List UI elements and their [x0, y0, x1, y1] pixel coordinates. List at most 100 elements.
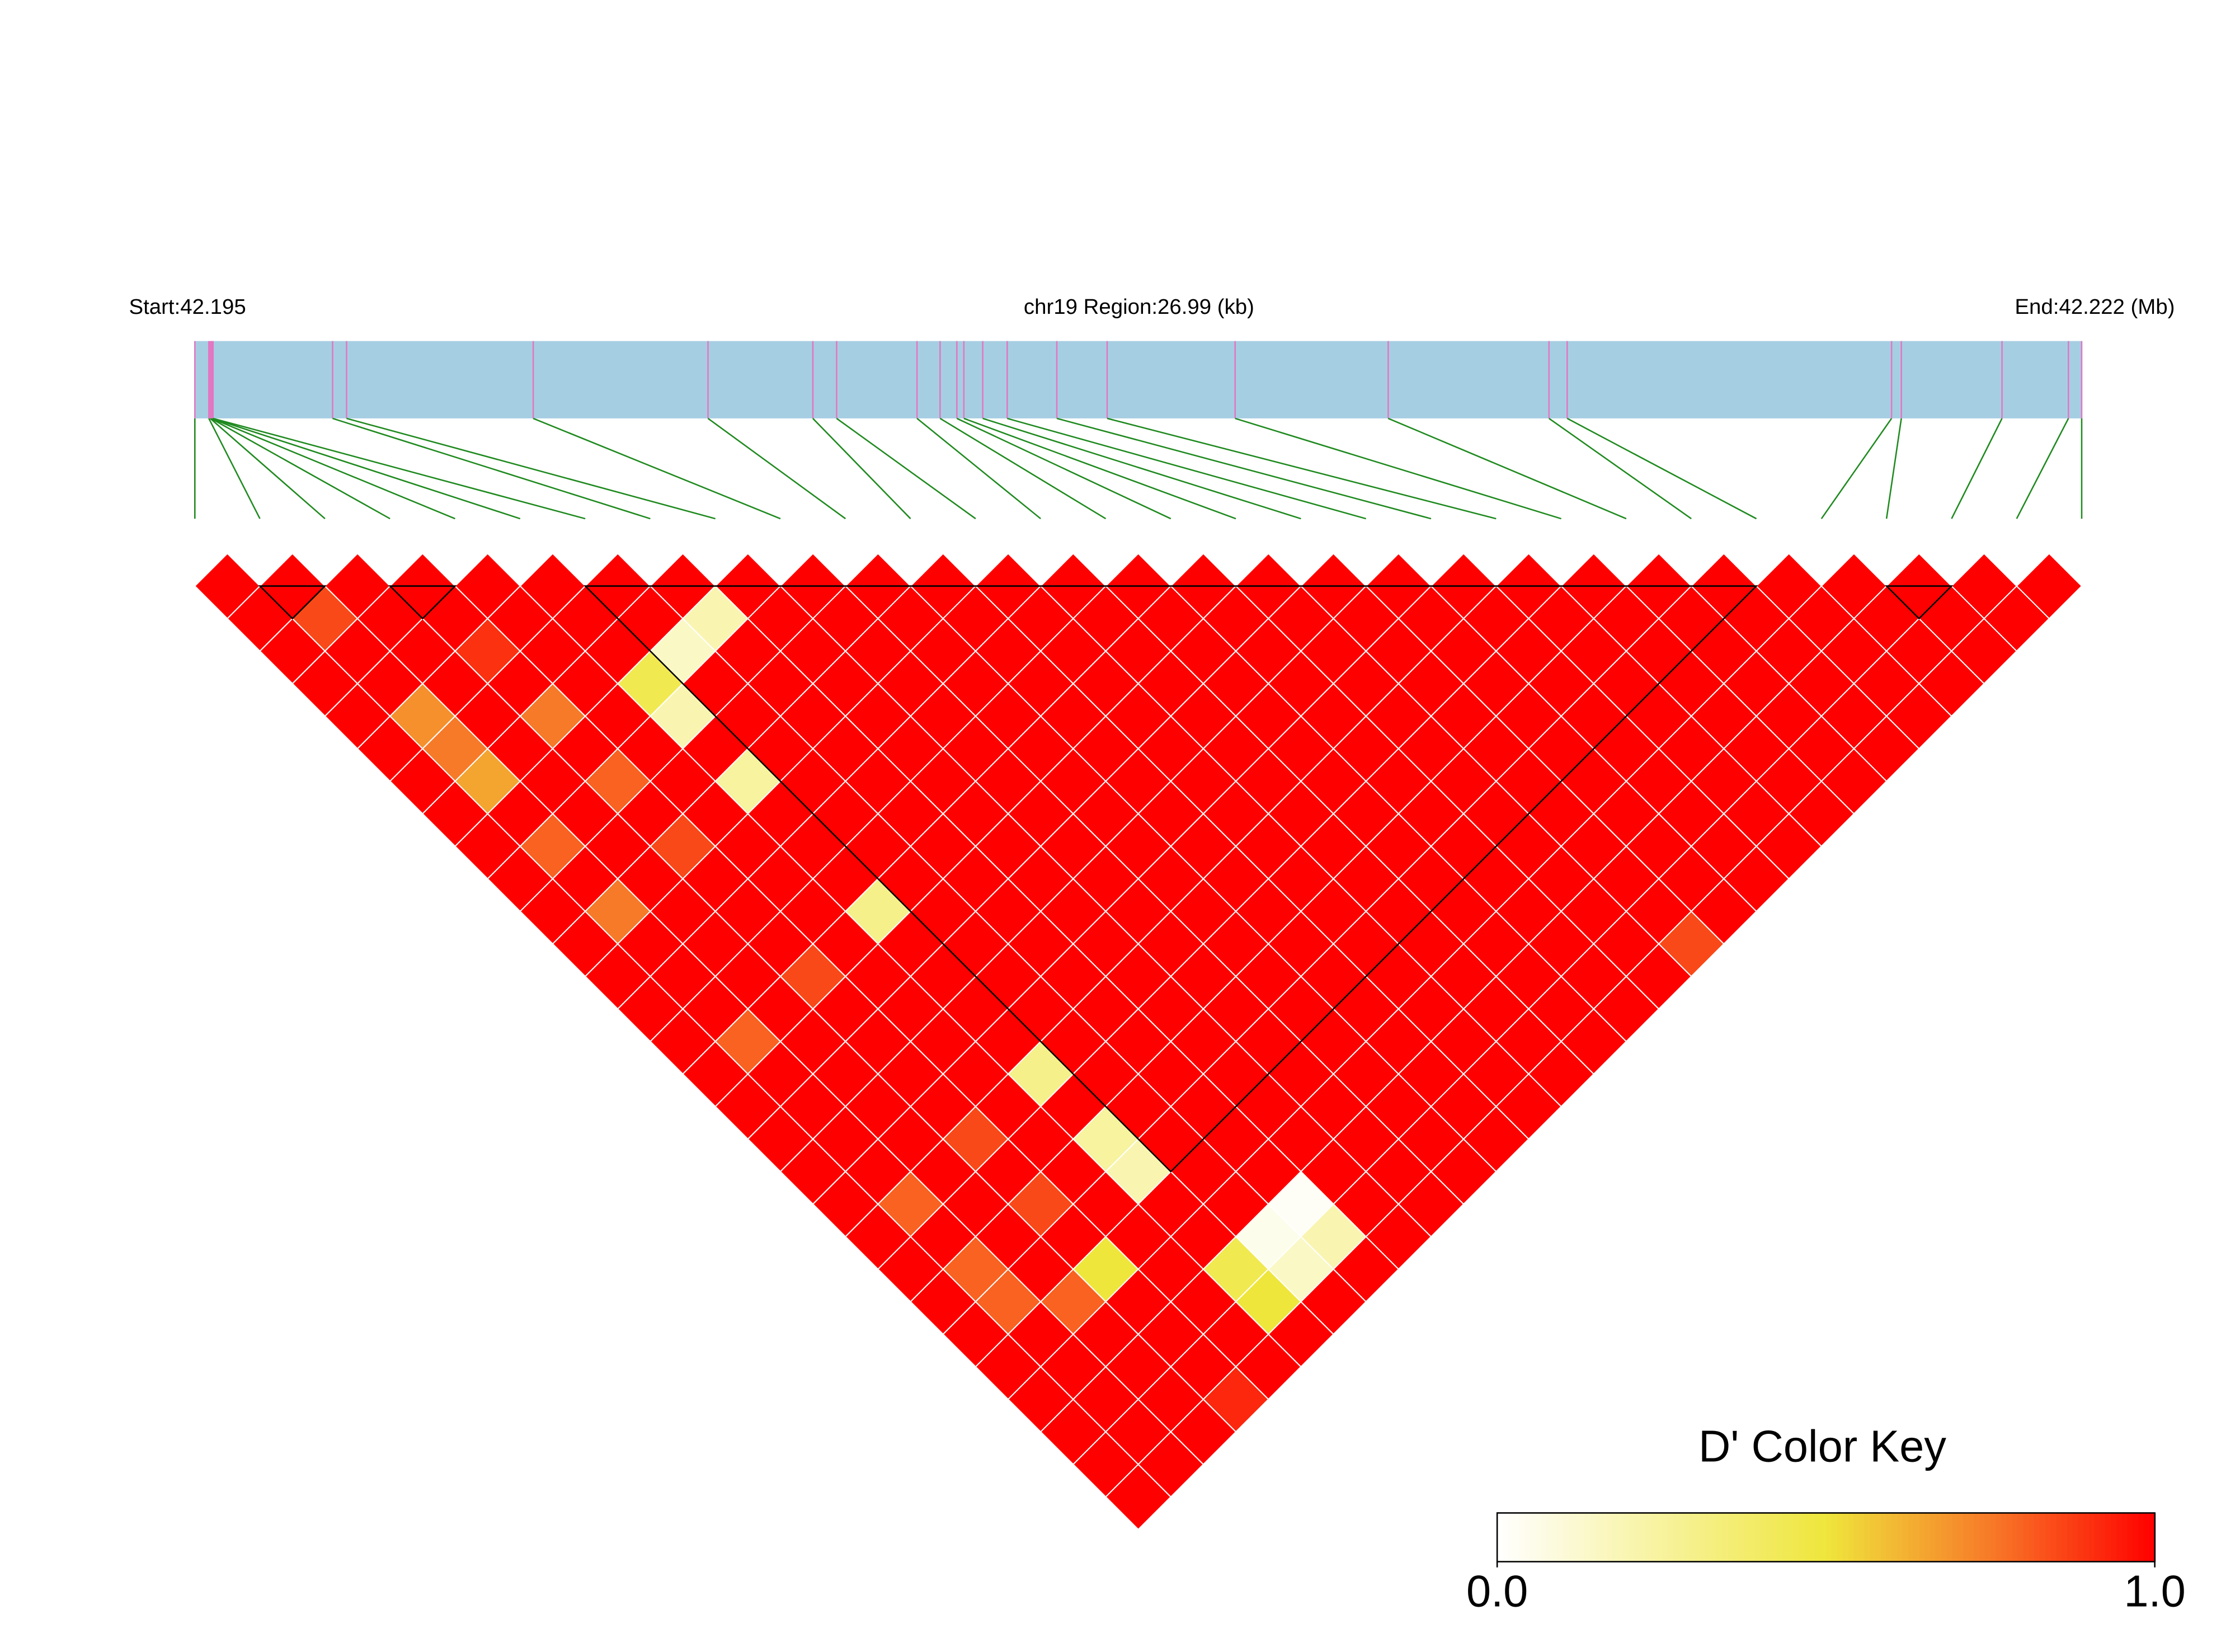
color-key-swatch — [1984, 1513, 1992, 1562]
snp-connector — [213, 417, 586, 520]
color-key-swatch — [1711, 1513, 1718, 1562]
color-key-swatch — [2050, 1513, 2057, 1562]
color-key-swatch — [2067, 1513, 2074, 1562]
snp-connector — [982, 417, 1301, 520]
color-key-swatch — [1903, 1513, 1909, 1562]
color-key-swatch — [1656, 1513, 1663, 1562]
color-key-swatch — [1683, 1513, 1690, 1562]
color-key-swatch — [1733, 1513, 1739, 1562]
color-key-swatch — [1990, 1513, 1997, 1562]
snp-connector — [1006, 417, 1367, 520]
color-key-swatch — [1688, 1513, 1696, 1562]
color-key-swatch — [1639, 1513, 1646, 1562]
color-key-swatch — [1650, 1513, 1657, 1562]
color-key-swatch — [1645, 1513, 1651, 1562]
snp-connector — [1885, 418, 1902, 519]
color-key-swatch — [1557, 1513, 1564, 1562]
color-key-swatch — [2100, 1513, 2106, 1562]
color-key-swatch — [1897, 1513, 1904, 1562]
color-key-swatch — [1672, 1513, 1679, 1562]
color-key-swatch — [2083, 1513, 2090, 1562]
color-key-swatch — [2062, 1513, 2068, 1562]
color-key-swatch — [1809, 1513, 1816, 1562]
color-key-tick-label: 1.0 — [2124, 1566, 2185, 1616]
snp-connector — [346, 417, 716, 520]
snp-connector — [1107, 417, 1497, 520]
color-key-swatch — [1530, 1513, 1537, 1562]
color-key-swatch — [1667, 1513, 1674, 1562]
color-key-swatch — [1880, 1513, 1888, 1562]
gene-region-bar — [195, 341, 2082, 418]
color-key-swatch — [2034, 1513, 2041, 1562]
snp-connector — [209, 417, 326, 520]
color-key-swatch — [1974, 1513, 1980, 1562]
color-key-swatch — [2138, 1513, 2145, 1562]
color-key-frame — [1496, 1512, 2156, 1562]
snp-connector — [208, 418, 261, 519]
color-key-swatch — [2111, 1513, 2118, 1562]
color-key-swatch — [2105, 1513, 2112, 1562]
color-key-swatch — [1700, 1513, 1706, 1562]
color-key-swatch — [1662, 1513, 1668, 1562]
snp-connector — [211, 417, 455, 520]
color-key-swatch — [2072, 1513, 2079, 1562]
color-key-swatch — [1508, 1513, 1515, 1562]
snp-connector — [332, 417, 651, 520]
color-key-swatch — [1864, 1513, 1871, 1562]
color-key-swatch — [1705, 1513, 1712, 1562]
color-key-swatch — [1891, 1513, 1898, 1562]
color-key-swatch — [1793, 1513, 1800, 1562]
color-key-swatch — [1502, 1513, 1509, 1562]
snp-connector — [916, 417, 1041, 520]
snp-connector — [1235, 417, 1561, 520]
color-key-swatch — [1946, 1513, 1953, 1562]
color-key-swatch — [1837, 1513, 1843, 1562]
color-key-swatch — [1842, 1513, 1849, 1562]
snp-connector — [939, 417, 1107, 520]
color-key-swatch — [1497, 1513, 1504, 1562]
color-key-swatch — [1766, 1513, 1772, 1562]
color-key-swatch — [2029, 1513, 2035, 1562]
color-key-swatch — [1996, 1513, 2002, 1562]
color-key-swatch — [1574, 1513, 1580, 1562]
snp-connector — [1387, 417, 1627, 520]
color-key-swatch — [1798, 1513, 1805, 1562]
color-key-swatch — [1541, 1513, 1547, 1562]
snp-connector — [212, 417, 521, 520]
snp-connector — [1056, 417, 1432, 520]
start-label: Start:42.195 — [129, 295, 246, 319]
legend-title: D' Color Key — [1698, 1422, 1946, 1471]
snp-connector — [1549, 417, 1692, 520]
color-key-swatch — [2143, 1513, 2151, 1562]
color-key-tick-label: 0.0 — [1466, 1566, 1528, 1616]
snp-connector — [707, 417, 846, 520]
color-key-swatch — [1858, 1513, 1865, 1562]
color-key-swatch — [1694, 1513, 1701, 1562]
color-key-swatch — [1963, 1513, 1970, 1562]
color-key-swatch — [2121, 1513, 2129, 1562]
color-key-swatch — [1727, 1513, 1734, 1562]
color-key-swatch — [2127, 1513, 2134, 1562]
color-key-swatch — [2007, 1513, 2013, 1562]
snp-connector — [1820, 418, 1893, 519]
color-key-swatch — [1804, 1513, 1811, 1562]
color-key-swatch — [1848, 1513, 1855, 1562]
color-key-swatch — [1623, 1513, 1630, 1562]
region-label: chr19 Region:26.99 (kb) — [1024, 295, 1254, 319]
color-key-swatch — [1952, 1513, 1959, 1562]
color-key-swatch — [2089, 1513, 2096, 1562]
color-key-swatch — [2023, 1513, 2030, 1562]
color-key-swatch — [1634, 1513, 1641, 1562]
color-key-swatch — [1596, 1513, 1602, 1562]
color-key-swatch — [1579, 1513, 1586, 1562]
color-key-swatch — [1721, 1513, 1729, 1562]
color-key-swatch — [1584, 1513, 1592, 1562]
ld-block-outline — [388, 585, 457, 620]
ld-block-outline — [258, 585, 327, 620]
color-key-swatch — [1612, 1513, 1619, 1562]
color-key-swatch — [2039, 1513, 2046, 1562]
color-key-swatch — [1552, 1513, 1559, 1562]
color-key-swatch — [1908, 1513, 1915, 1562]
color-key-swatch — [1919, 1513, 1926, 1562]
